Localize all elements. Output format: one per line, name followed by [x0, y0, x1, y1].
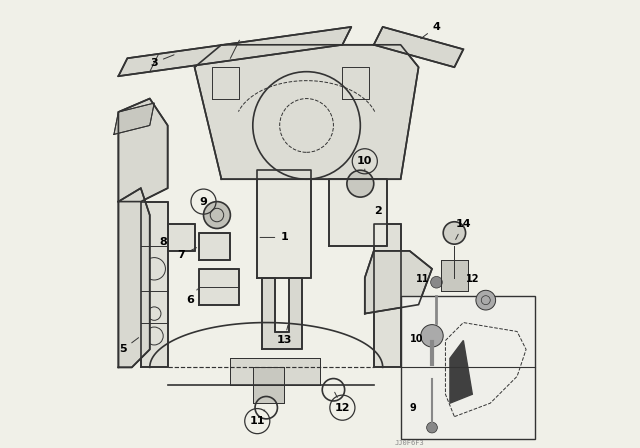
Text: 8: 8: [159, 237, 167, 247]
Polygon shape: [141, 202, 168, 367]
Circle shape: [347, 170, 374, 197]
Text: 11: 11: [416, 274, 430, 284]
Polygon shape: [365, 251, 432, 314]
Circle shape: [421, 325, 444, 347]
Circle shape: [444, 222, 466, 244]
Polygon shape: [114, 103, 154, 134]
Polygon shape: [118, 99, 168, 202]
FancyBboxPatch shape: [401, 296, 535, 439]
Text: 11: 11: [250, 410, 265, 426]
Text: 12: 12: [335, 392, 350, 413]
Polygon shape: [195, 45, 419, 179]
Text: 12: 12: [465, 274, 479, 284]
Text: 10: 10: [410, 334, 423, 344]
Text: 5: 5: [119, 338, 139, 354]
Circle shape: [204, 202, 230, 228]
Text: 7: 7: [177, 248, 196, 260]
Polygon shape: [168, 224, 195, 251]
Polygon shape: [199, 233, 230, 260]
Circle shape: [431, 276, 442, 288]
Text: 3: 3: [150, 55, 174, 68]
Polygon shape: [329, 179, 387, 246]
Polygon shape: [262, 278, 302, 349]
Text: 6: 6: [186, 289, 198, 305]
Text: 13: 13: [276, 325, 292, 345]
Circle shape: [427, 422, 437, 433]
Polygon shape: [441, 260, 468, 291]
Text: 9: 9: [410, 402, 417, 413]
Text: 9: 9: [200, 197, 212, 211]
Polygon shape: [230, 358, 320, 385]
Text: 10: 10: [357, 156, 372, 170]
Polygon shape: [257, 170, 311, 278]
Polygon shape: [374, 224, 401, 367]
Polygon shape: [118, 188, 150, 367]
Text: 14: 14: [456, 219, 471, 239]
Circle shape: [476, 290, 495, 310]
Polygon shape: [450, 340, 472, 403]
Polygon shape: [199, 269, 239, 305]
Text: 4: 4: [420, 22, 440, 39]
Polygon shape: [374, 27, 463, 67]
Text: JJ0F6F3: JJ0F6F3: [395, 440, 424, 446]
Text: 2: 2: [374, 206, 382, 215]
Polygon shape: [253, 367, 284, 403]
Polygon shape: [118, 27, 351, 76]
Text: 1: 1: [260, 233, 288, 242]
